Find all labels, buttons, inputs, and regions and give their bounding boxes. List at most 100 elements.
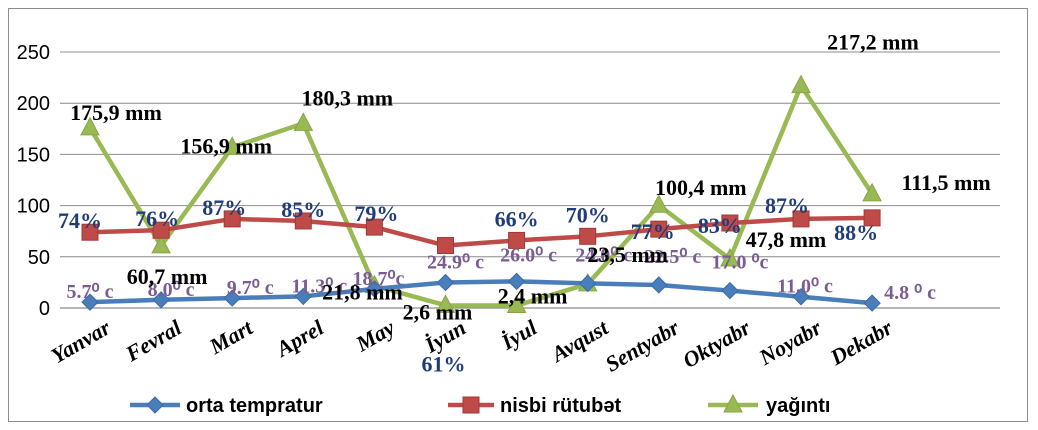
data-label: 175,9 mm [70,100,162,125]
data-label: 2,4 mm [498,284,568,309]
point-marker [437,237,454,255]
legend-label: yağıntı [766,395,830,417]
data-label: 21,8 mm [322,280,403,305]
point-marker [579,227,597,245]
data-label: 180,3 mm [301,85,393,110]
data-label: 9.7⁰ c [227,277,274,299]
series-line-1 [89,215,873,248]
point-marker [222,136,243,155]
x-tick-label: Aprel [270,314,328,362]
data-label: 22.5⁰ c [644,246,701,268]
point-marker [792,288,810,306]
data-label: 23,5 mm [587,242,668,267]
label-layer: 5.7⁰ c 8.0⁰ c 9.7⁰ c 11.3⁰ c 18.7⁰c 24.9⁰ c 26… [58,30,991,377]
point-marker [436,273,455,292]
data-label: 111,5 mm [901,170,990,195]
y-tick-label: 150 [17,144,50,166]
data-label: 100,4 mm [655,175,747,200]
point-marker [721,214,739,232]
point-marker [365,218,383,236]
point-marker [507,272,526,291]
point-marker [293,112,314,131]
data-label: 87% [765,193,809,218]
point-marker [506,294,527,314]
x-tick-label: Mart [204,314,257,359]
data-label: 17.0 ⁰c [711,252,768,274]
data-label: 4.8 ⁰ c [884,282,936,304]
data-label: 5.7⁰ c [67,281,114,303]
point-marker [508,231,526,249]
data-label: 66% [495,206,539,231]
data-label: 11.0⁰ c [777,276,833,298]
point-marker [863,294,881,312]
point-marker [223,289,241,307]
point-marker [650,220,668,238]
point-marker [81,223,99,241]
data-label: 26.0⁰ c [500,244,557,266]
data-label: 85% [281,197,325,222]
point-marker [365,280,384,298]
point-marker [223,210,241,228]
data-label: 2,6 mm [403,299,473,324]
data-label: 11.3⁰ c [291,275,347,297]
x-tick-label: İyul [496,314,542,355]
series-line-2 [88,83,874,308]
point-marker [435,294,456,313]
y-tick-label: 100 [17,196,50,218]
x-tick-label: Yanvar [47,314,115,368]
data-label: 88% [834,220,878,245]
point-marker [152,221,170,239]
point-marker [146,396,164,414]
chart-frame [8,8,1028,422]
data-label: 87% [202,195,246,220]
data-label: 8.0⁰ c [148,279,195,301]
point-marker [151,234,171,254]
y-tick-label: 200 [17,93,50,115]
data-label: 70% [566,202,610,227]
point-marker [720,247,740,267]
x-tick-label: Noyabr [754,314,826,370]
data-label: 60,7 mm [127,264,208,289]
data-label: 18.7⁰c [352,268,404,290]
point-marker [81,293,99,311]
data-label: 217,2 mm [827,30,919,55]
x-tick-label: Dekabr [825,314,897,370]
data-label: 156,9 mm [180,133,272,158]
data-label: 83% [698,213,742,238]
legend-label: nisbi rütubət [500,395,621,417]
data-label: 76% [135,206,179,231]
point-marker [294,287,313,306]
data-label: 74% [58,208,102,233]
point-marker [721,281,739,300]
point-marker [791,74,811,94]
x-tick-label: Oktyabr [678,314,754,373]
x-tick-label: May [351,315,399,357]
point-marker [80,116,100,136]
data-label: 24.0⁰ c [575,244,632,266]
y-tick-label: 0 [39,298,50,320]
data-label: 47,8 mm [746,227,827,252]
data-label: 79% [354,201,398,226]
point-marker [152,291,170,309]
x-tick-label: Fevral [120,314,186,367]
legend: orta tempratur nisbi rütubət yağıntı [130,393,830,417]
data-label: 61% [422,352,466,377]
series-line-0 [89,279,873,306]
point-marker [792,210,810,228]
point-marker [862,182,882,202]
point-marker [462,396,480,414]
legend-label: orta tempratur [186,395,323,417]
data-label: 77% [631,219,675,244]
series-layer [80,74,882,314]
point-marker [650,276,668,294]
y-tick-label: 50 [28,247,50,269]
data-label: 24.9⁰ c [427,252,484,274]
point-marker [863,209,881,227]
point-marker [294,212,312,230]
point-marker [723,393,743,413]
point-marker [648,194,669,213]
x-tick-label: Sentyabr [601,314,684,376]
point-marker [578,274,597,293]
y-tick-label: 250 [17,42,50,64]
